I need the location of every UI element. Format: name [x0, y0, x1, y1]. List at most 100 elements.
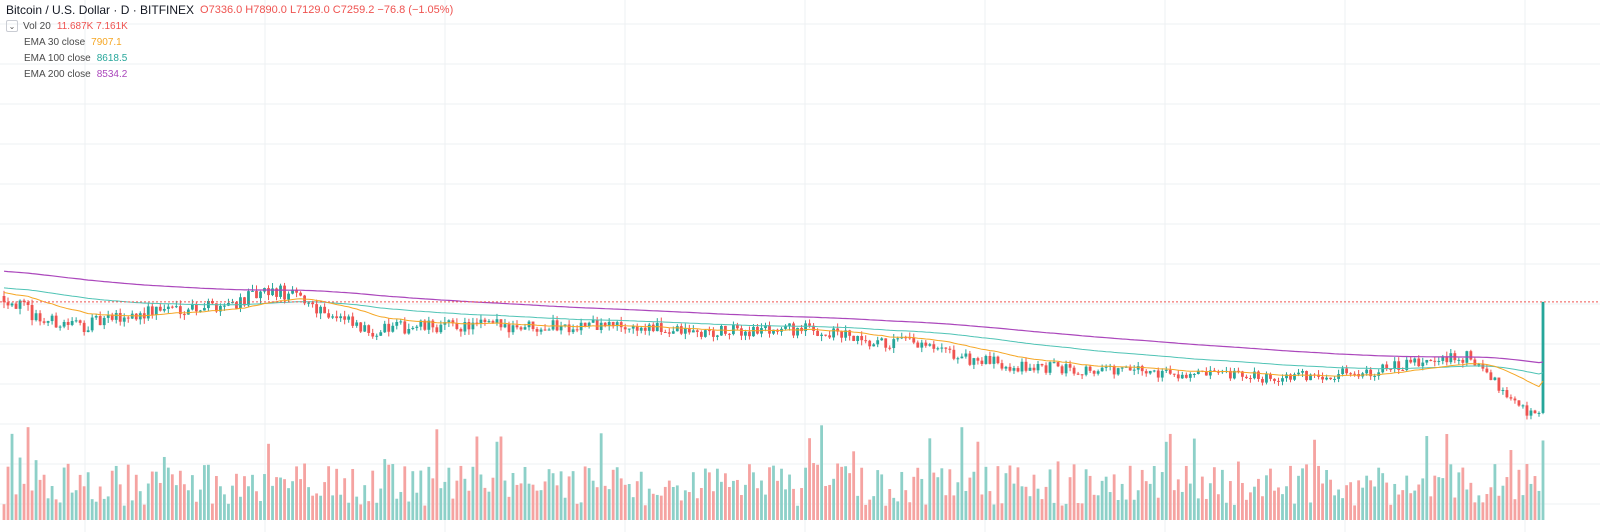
candle: [663, 329, 667, 333]
candle-body: [1401, 369, 1405, 371]
volume-bar: [515, 484, 519, 520]
volume-bar: [627, 484, 631, 520]
volume-bar: [1473, 502, 1477, 520]
candle-body: [1329, 377, 1332, 380]
candle-body: [1505, 390, 1509, 398]
volume-bar: [387, 464, 391, 520]
volume-bar: [972, 471, 976, 520]
candle: [952, 345, 956, 361]
volume-bar: [1413, 490, 1417, 520]
candle: [1092, 370, 1096, 377]
candle-body: [908, 337, 912, 339]
candle-body: [46, 321, 50, 323]
candle: [1257, 370, 1260, 382]
volume-bar: [912, 476, 916, 520]
volume-bar: [1196, 498, 1200, 520]
volume-bar: [527, 483, 531, 520]
candle: [62, 319, 66, 329]
candle-body: [1028, 367, 1032, 371]
volume-bar: [768, 467, 771, 520]
symbol-header[interactable]: Bitcoin / U.S. Dollar · D · BITFINEX O73…: [6, 3, 453, 17]
volume-bar: [816, 464, 819, 520]
volume-bar: [840, 466, 844, 520]
candle: [1208, 366, 1212, 380]
candle: [687, 324, 691, 335]
candle-body: [1052, 362, 1056, 364]
volume-bar: [1148, 483, 1152, 520]
candle-body: [916, 342, 920, 348]
volume-bar: [719, 481, 723, 520]
candle-body: [1128, 366, 1132, 371]
candle-body: [1425, 359, 1429, 363]
candle-body: [146, 306, 150, 319]
candle: [1232, 367, 1236, 380]
candle-body: [271, 288, 274, 296]
candle-body: [1449, 353, 1453, 363]
volume-bar: [611, 469, 615, 520]
candle-body: [607, 321, 611, 326]
legend-ema100[interactable]: EMA 100 close 8618.5: [24, 53, 127, 64]
candle: [1224, 366, 1228, 374]
candle: [1000, 359, 1004, 371]
candle: [1080, 374, 1084, 380]
candle: [463, 317, 467, 336]
candle: [1016, 366, 1020, 373]
candle-body: [571, 329, 575, 333]
candle-body: [868, 340, 872, 347]
ema200-value: 8534.2: [96, 69, 128, 80]
volume-bar: [631, 497, 635, 520]
volume-bar: [936, 477, 940, 520]
volume-bar: [1212, 467, 1216, 520]
volume-bar: [1068, 477, 1072, 520]
candle-body: [1333, 378, 1336, 380]
volume-bar: [303, 463, 306, 520]
candle: [395, 319, 399, 330]
volume-bar: [603, 485, 607, 520]
candle: [1525, 401, 1529, 420]
chevron-down-icon[interactable]: ⌄: [6, 20, 18, 32]
candle-body: [1040, 363, 1044, 366]
volume-bar: [820, 425, 823, 520]
candle-body: [615, 322, 619, 327]
candle: [1132, 365, 1136, 375]
candle: [471, 317, 475, 335]
candle-body: [106, 314, 110, 318]
candle: [1321, 372, 1324, 384]
legend-ema30[interactable]: EMA 30 close 7907.1: [24, 37, 122, 48]
volume-label: Vol 20: [23, 20, 51, 32]
candle: [1457, 357, 1461, 365]
volume-bar: [583, 466, 587, 520]
candle: [6, 297, 10, 309]
candle-body: [339, 316, 343, 319]
volume-bar: [1028, 496, 1032, 520]
candle: [571, 324, 575, 334]
candle: [98, 311, 102, 326]
candle: [106, 310, 110, 323]
candle-body: [1321, 376, 1324, 380]
candle-body: [575, 329, 579, 331]
candle-body: [299, 292, 302, 296]
legend-ema200[interactable]: EMA 200 close 8534.2: [24, 69, 127, 80]
volume-bar: [1204, 498, 1208, 520]
volume-bar: [86, 472, 90, 520]
candle: [427, 316, 431, 334]
candle-body: [1337, 374, 1341, 379]
candle-body: [463, 322, 467, 332]
candle: [383, 320, 387, 333]
candle-body: [154, 306, 158, 315]
candle: [852, 335, 856, 342]
volume-bar: [1449, 464, 1453, 520]
volume-legend[interactable]: ⌄ Vol 20 11.687K 7.161K: [6, 20, 128, 32]
candle: [30, 299, 34, 326]
volume-bar: [1293, 503, 1296, 520]
volume-bar: [1052, 502, 1056, 520]
candle-body: [267, 288, 270, 296]
volume-bar: [279, 477, 282, 520]
candle-body: [431, 320, 435, 328]
candle-body: [1433, 360, 1437, 362]
volume-bar: [371, 470, 375, 520]
candle: [50, 313, 54, 325]
volume-bar: [788, 474, 791, 520]
volume-bar: [1076, 503, 1080, 520]
